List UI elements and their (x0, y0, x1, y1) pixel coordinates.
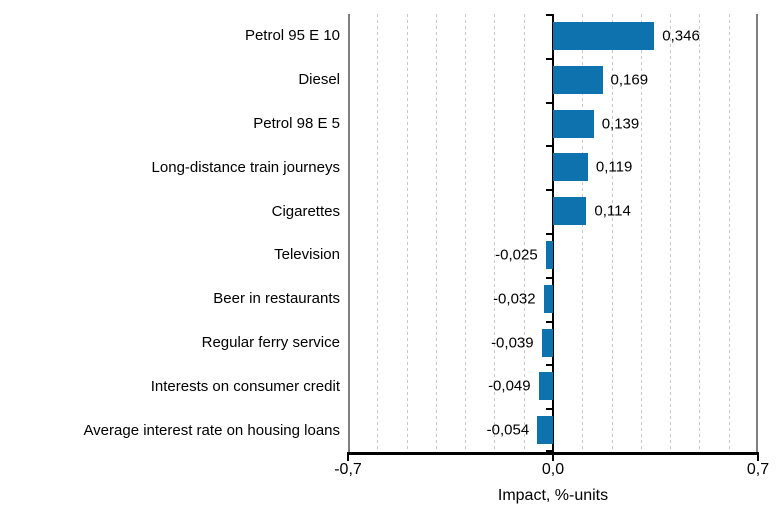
category-label: Beer in restaurants (213, 290, 340, 308)
category-label: Television (274, 246, 340, 264)
x-tick-label: 0,0 (541, 461, 565, 478)
category-tick (546, 189, 553, 192)
bar (538, 372, 554, 401)
bar (553, 21, 655, 50)
category-label: Petrol 98 E 5 (253, 114, 340, 132)
x-tick-label: 0,7 (746, 461, 770, 478)
category-tick (546, 233, 553, 235)
x-tick-label: -0,7 (334, 461, 362, 478)
category-tick (546, 450, 553, 452)
category-label: Petrol 95 E 10 (244, 27, 340, 45)
value-label: 0,119 (595, 158, 633, 176)
x-tick (552, 452, 554, 461)
gridline (377, 14, 379, 452)
bar (553, 153, 588, 182)
gridline (435, 14, 437, 452)
gridline (523, 14, 525, 452)
bar (553, 197, 587, 226)
value-label: 0,169 (610, 71, 649, 89)
bar (553, 109, 594, 138)
category-tick (546, 320, 553, 323)
gridline (494, 14, 496, 452)
category-label: Average interest rate on housing loans (83, 421, 340, 439)
value-label: 0,114 (594, 202, 631, 220)
plot-area (348, 14, 758, 452)
value-label: -0,025 (495, 246, 538, 264)
category-tick (546, 364, 553, 367)
category-tick (546, 408, 553, 411)
category-label: Diesel (298, 71, 340, 89)
value-label: -0,049 (488, 377, 531, 395)
category-tick (546, 14, 553, 16)
category-tick (546, 276, 553, 279)
category-tick (546, 101, 553, 104)
value-label: -0,054 (486, 421, 530, 439)
gridline (640, 14, 642, 452)
category-tick (546, 57, 553, 60)
gridline (670, 14, 672, 452)
bar (553, 65, 603, 94)
bar (545, 240, 553, 269)
gridline (406, 14, 408, 452)
x-tick (757, 452, 759, 461)
gridline (728, 14, 730, 452)
value-label: -0,039 (491, 334, 534, 351)
bar (537, 416, 553, 445)
category-label: Cigarettes (271, 202, 340, 220)
category-label: Long-distance train journeys (151, 158, 340, 176)
x-axis-title: Impact, %-units (497, 487, 609, 504)
gridline (699, 14, 701, 452)
plot-frame-line (348, 14, 350, 452)
zero-axis-line (552, 14, 554, 452)
value-label: -0,032 (493, 290, 536, 308)
category-label: Regular ferry service (201, 333, 340, 351)
gridline (582, 14, 584, 452)
bar (541, 328, 553, 357)
value-label: 0,139 (601, 115, 640, 132)
gridline (611, 14, 613, 452)
category-label: Interests on consumer credit (150, 377, 340, 395)
category-tick (546, 145, 553, 148)
gridline (465, 14, 467, 452)
plot-frame-line (756, 14, 758, 452)
value-label: 0,346 (662, 27, 700, 45)
bar (543, 284, 553, 313)
x-tick (347, 452, 349, 461)
